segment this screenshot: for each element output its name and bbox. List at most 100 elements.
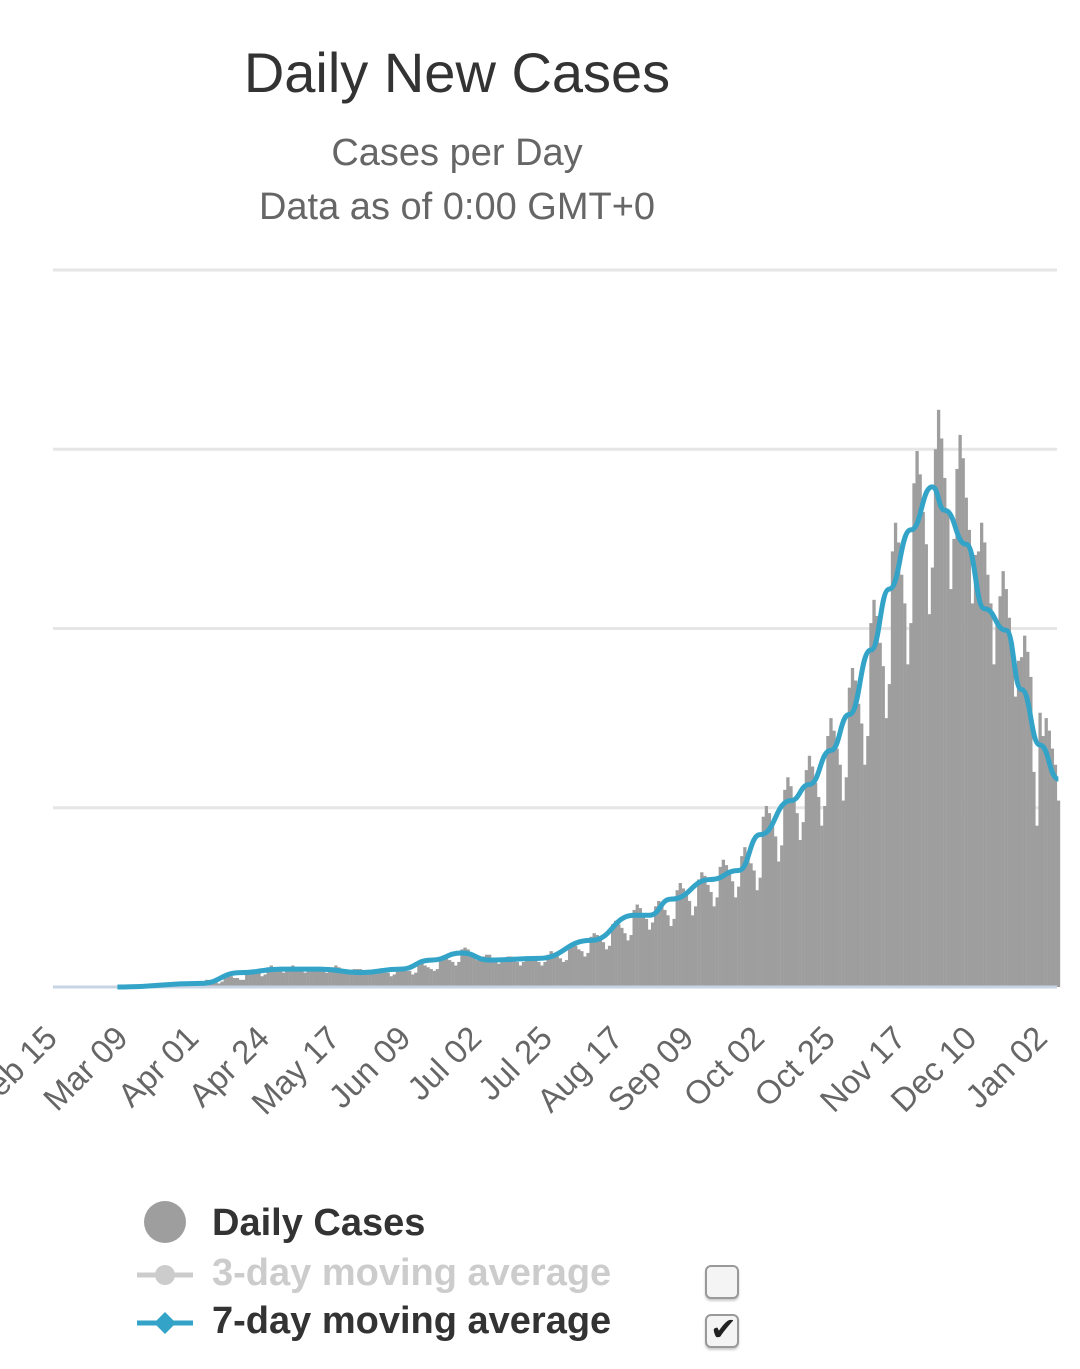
- bar: [657, 900, 661, 987]
- bar: [414, 972, 418, 987]
- checkbox-3day-average[interactable]: [705, 1265, 739, 1299]
- bar: [251, 970, 255, 987]
- bar: [352, 969, 356, 987]
- bar: [404, 970, 409, 987]
- bar: [1053, 764, 1058, 987]
- bar: [789, 786, 793, 987]
- bar: [500, 961, 504, 987]
- bar: [263, 974, 267, 987]
- bar: [761, 816, 765, 987]
- bar: [967, 529, 971, 987]
- bar: [1010, 642, 1015, 987]
- bar: [481, 956, 486, 987]
- bar: [930, 567, 935, 987]
- bar: [801, 822, 805, 987]
- bar: [223, 978, 227, 987]
- bar: [211, 981, 215, 987]
- bar: [663, 909, 667, 987]
- bar: [334, 965, 338, 987]
- bar: [703, 875, 707, 987]
- bar: [463, 947, 467, 987]
- chart-title: Daily New Cases: [243, 41, 671, 104]
- bar: [632, 909, 636, 987]
- bar: [758, 877, 762, 987]
- bar: [706, 884, 710, 987]
- bar: [746, 852, 750, 987]
- bar: [488, 954, 492, 987]
- bar: [875, 615, 879, 987]
- bar: [294, 967, 298, 987]
- bar: [654, 906, 658, 987]
- bar: [804, 770, 809, 987]
- bar: [850, 667, 855, 987]
- bar: [426, 967, 430, 987]
- bar: [386, 972, 390, 987]
- bar: [1047, 730, 1051, 987]
- bar: [423, 965, 427, 987]
- bar: [1016, 660, 1021, 987]
- bar: [740, 856, 744, 987]
- bar: [586, 952, 590, 987]
- bar: [574, 945, 578, 987]
- bar: [595, 935, 599, 987]
- bar: [1013, 696, 1018, 987]
- bar: [509, 956, 513, 987]
- bar: [524, 958, 529, 987]
- bar: [681, 888, 686, 987]
- bar: [675, 890, 679, 987]
- bar: [318, 969, 323, 987]
- bar: [457, 961, 461, 987]
- bar: [841, 800, 845, 987]
- bar: [232, 978, 237, 987]
- bar: [635, 904, 639, 987]
- bar: [1023, 635, 1027, 987]
- bar: [242, 979, 246, 987]
- bar: [497, 963, 501, 987]
- bar: [546, 954, 550, 987]
- bar: [435, 969, 440, 987]
- bar: [540, 965, 544, 987]
- bar: [1019, 657, 1024, 987]
- bar: [552, 952, 556, 987]
- bar: [438, 958, 443, 987]
- bar: [297, 969, 301, 987]
- bar: [890, 551, 895, 987]
- bar: [900, 574, 904, 987]
- bar: [810, 766, 815, 987]
- bar: [721, 859, 725, 987]
- checkmark-icon: ✔: [710, 1311, 737, 1347]
- bar: [644, 918, 649, 987]
- bar: [773, 836, 778, 987]
- chart-subtitle: Cases per Day: [331, 132, 583, 174]
- bar: [567, 945, 572, 987]
- bar: [1038, 712, 1042, 987]
- bar: [1035, 825, 1039, 987]
- bar: [466, 949, 470, 987]
- series-line-7day-average: [117, 484, 1060, 990]
- bar: [980, 522, 984, 987]
- bar: [961, 458, 965, 987]
- bar: [361, 970, 366, 987]
- bar: [915, 451, 919, 988]
- bar: [724, 865, 729, 987]
- bar: [555, 956, 559, 987]
- bar: [903, 603, 907, 987]
- bar: [970, 603, 975, 987]
- bar: [1050, 748, 1055, 987]
- x-tick-label: Apr 01: [110, 1019, 205, 1114]
- bar: [749, 863, 753, 987]
- bar: [285, 970, 289, 987]
- bar: [272, 967, 277, 987]
- bar: [303, 972, 307, 987]
- bar: [983, 542, 987, 987]
- bar: [949, 589, 953, 987]
- bar: [853, 680, 858, 987]
- bar: [755, 890, 759, 987]
- bar: [918, 474, 922, 988]
- bar: [712, 906, 716, 987]
- bar: [687, 900, 692, 987]
- checkbox-7day-average[interactable]: ✔: [705, 1311, 739, 1348]
- bar: [337, 967, 341, 987]
- bar: [666, 915, 670, 987]
